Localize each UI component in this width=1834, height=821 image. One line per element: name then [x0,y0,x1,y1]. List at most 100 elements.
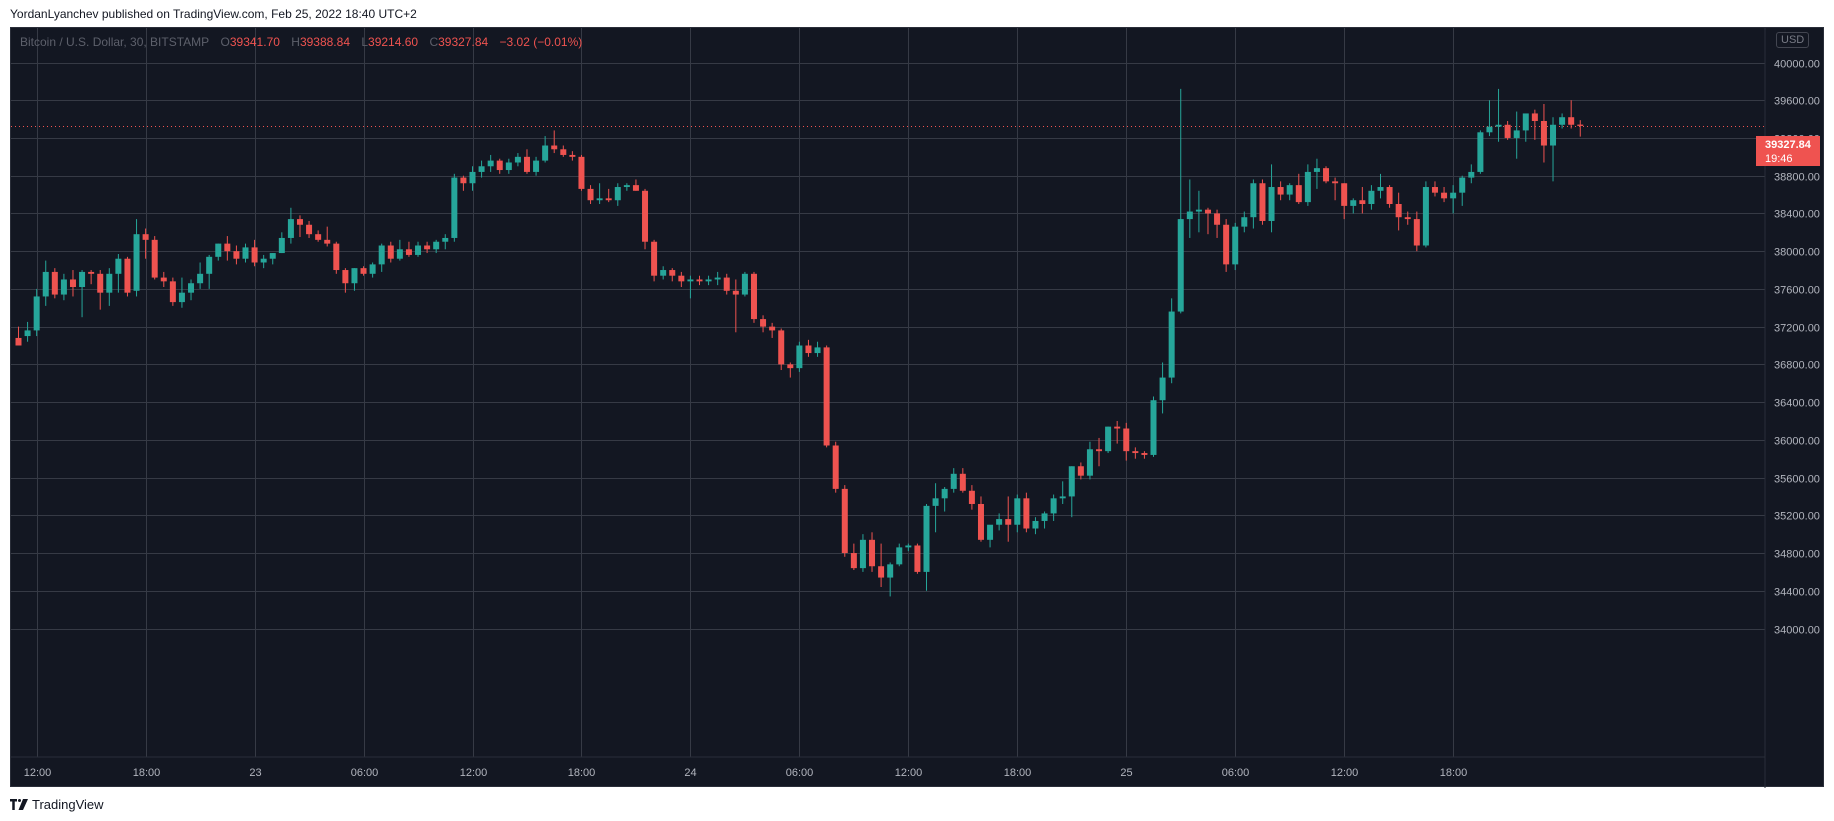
candle[interactable] [133,219,140,297]
candle[interactable] [1559,113,1566,129]
candle[interactable] [1304,164,1311,206]
candle[interactable] [914,543,921,574]
candle[interactable] [1059,481,1066,504]
candle[interactable] [596,183,603,204]
candle[interactable] [578,154,585,191]
candlestick-chart[interactable]: 34000.00 34400.00 34800.00 35200.00 35600.00… [11,28,1825,788]
candle[interactable] [396,239,403,261]
candle[interactable] [1323,166,1330,184]
candle[interactable] [469,166,476,191]
candle[interactable] [1413,211,1420,252]
candle[interactable] [306,220,313,238]
candle[interactable] [487,154,494,172]
candle[interactable] [723,273,730,295]
candle[interactable] [496,158,503,174]
candle[interactable] [996,513,1003,531]
candle[interactable] [342,268,349,293]
candle[interactable] [1168,298,1175,384]
candle[interactable] [433,239,440,254]
candle[interactable] [233,245,240,265]
candle[interactable] [632,179,639,191]
candle[interactable] [660,266,667,280]
candle[interactable] [260,254,267,269]
candle[interactable] [451,173,458,242]
candle[interactable] [1050,494,1057,521]
candle[interactable] [1086,441,1093,480]
candle[interactable] [369,262,376,278]
candle[interactable] [950,468,957,493]
candle[interactable] [42,260,49,306]
candle[interactable] [15,326,22,346]
candle[interactable] [178,277,185,308]
candle[interactable] [242,243,249,263]
candle[interactable] [215,243,222,261]
candle[interactable] [1005,496,1012,542]
candle[interactable] [278,232,285,254]
candle[interactable] [1268,164,1275,233]
candle[interactable] [1441,187,1448,203]
candle[interactable] [669,268,676,282]
candle[interactable] [251,239,258,267]
candle[interactable] [106,268,113,306]
candle[interactable] [333,241,340,274]
candle[interactable] [523,149,530,174]
candle[interactable] [1513,111,1520,159]
candle[interactable] [378,243,385,272]
candle[interactable] [941,487,948,512]
candle[interactable] [560,145,567,157]
candle[interactable] [505,158,512,174]
candle[interactable] [1332,177,1339,201]
candle[interactable] [315,230,322,242]
candle[interactable] [405,241,412,257]
candle[interactable] [88,270,95,285]
candle[interactable] [1096,437,1103,467]
candle[interactable] [642,188,649,250]
candle[interactable] [1531,109,1538,140]
candle[interactable] [424,241,431,254]
candle[interactable] [714,271,721,286]
candle[interactable] [351,268,358,291]
candle[interactable] [1250,179,1257,229]
candle[interactable] [197,262,204,289]
candle[interactable] [169,277,176,306]
candle[interactable] [923,503,930,591]
candle[interactable] [1377,173,1384,199]
candle[interactable] [1068,466,1075,518]
candle[interactable] [415,241,422,257]
candle[interactable] [896,543,903,567]
candle[interactable] [959,468,966,493]
candle[interactable] [224,236,231,261]
candle[interactable] [823,345,830,448]
candle[interactable] [514,153,521,167]
candle[interactable] [605,188,612,203]
candle[interactable] [1350,198,1357,214]
candle[interactable] [97,270,104,310]
candle[interactable] [60,273,67,301]
candle[interactable] [387,241,394,263]
candle[interactable] [1241,211,1248,233]
candle[interactable] [1477,130,1484,174]
candle[interactable] [805,339,812,357]
candle[interactable] [587,185,594,204]
candle[interactable] [1450,185,1457,214]
candle[interactable] [1132,447,1139,459]
candle[interactable] [188,279,195,301]
candle[interactable] [623,183,630,191]
candle[interactable] [1259,179,1266,225]
candle[interactable] [1422,181,1429,248]
candle[interactable] [696,275,703,286]
candle[interactable] [1313,158,1320,189]
candle[interactable] [1368,185,1375,210]
candle[interactable] [1077,462,1084,480]
candle[interactable] [1286,183,1293,201]
candle[interactable] [1186,179,1193,238]
candle[interactable] [1141,451,1148,459]
candle[interactable] [324,226,331,247]
candle[interactable] [1032,517,1039,535]
candle[interactable] [741,271,748,297]
tradingview-brand[interactable]: TradingView [10,797,104,812]
candle[interactable] [1204,207,1211,235]
candle[interactable] [859,534,866,572]
candle[interactable] [1550,117,1557,182]
candle[interactable] [769,322,776,338]
